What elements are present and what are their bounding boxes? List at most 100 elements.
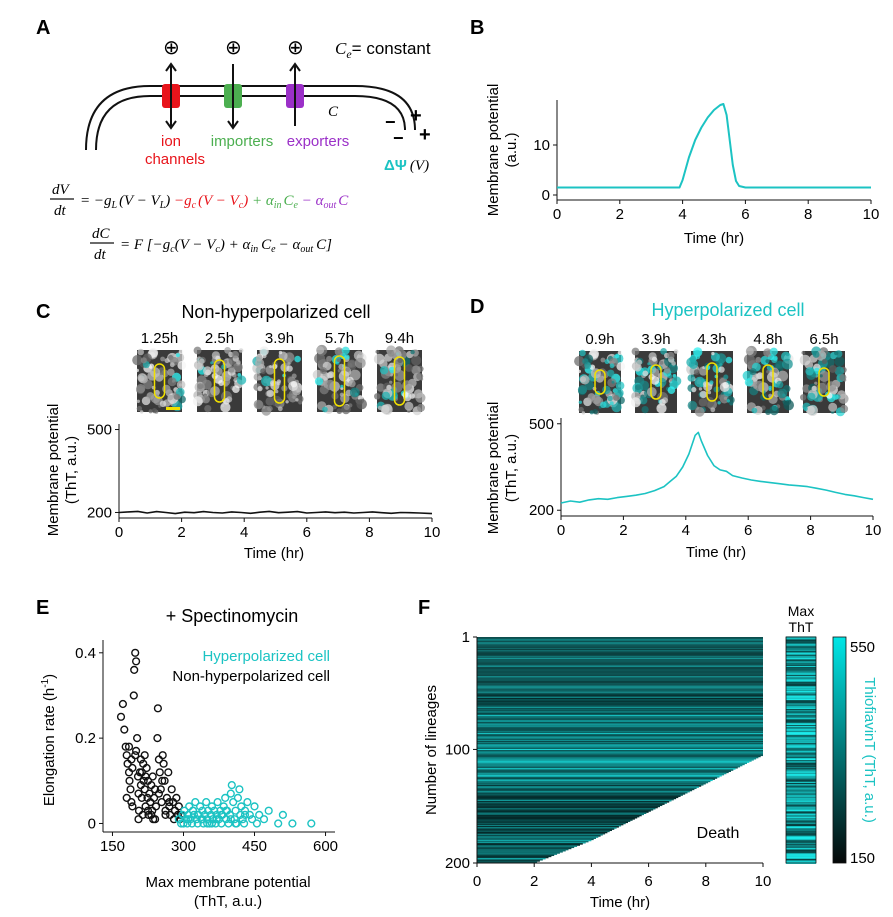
cell-outline	[706, 362, 718, 402]
scatter-point	[137, 768, 146, 777]
scatter-point	[179, 819, 188, 828]
heatmap-row	[477, 659, 763, 661]
heatmap-row	[477, 732, 763, 735]
max-tht-label-1: Max	[788, 603, 814, 619]
panel-d-image-strip: 0.9h 3.9h 4.3h 4.8h 6.5h	[574, 331, 849, 417]
texture-speck	[337, 368, 342, 373]
texture-speck	[260, 368, 266, 375]
max-tht-cell	[786, 814, 816, 817]
heatmap-row	[477, 750, 763, 752]
max-tht-cell	[786, 838, 816, 841]
heatmap-row	[477, 663, 763, 666]
max-tht-cell	[786, 809, 816, 811]
texture-speck	[698, 387, 703, 391]
texture-speck	[609, 363, 615, 369]
x-tick-label: 10	[865, 522, 882, 539]
heatmap-row	[477, 727, 763, 729]
tht-trace-line	[560, 431, 874, 504]
max-tht-cell	[786, 737, 816, 740]
scatter-point	[226, 815, 235, 824]
heatmap-row	[477, 852, 560, 854]
texture-speck	[611, 380, 615, 384]
scatter-point	[210, 806, 219, 815]
scatter-point	[145, 789, 154, 798]
max-tht-cell	[786, 802, 816, 804]
heatmap-row	[477, 812, 647, 814]
heatmap-row	[477, 792, 688, 794]
scatter-point	[238, 815, 247, 824]
eq1-frac-num: dV	[52, 182, 71, 198]
heatmap-row	[477, 650, 763, 652]
scatter-point	[227, 780, 236, 790]
scatter-point	[121, 742, 130, 751]
heatmap-row	[477, 788, 695, 791]
max-tht-cell	[786, 688, 816, 691]
heatmap-row	[477, 696, 763, 699]
x-tick-label: 10	[755, 873, 772, 890]
heatmap-row	[477, 710, 763, 712]
max-tht-cell	[786, 762, 816, 765]
scatter-point	[137, 793, 146, 803]
max-tht-cell	[786, 770, 816, 772]
heatmap-row	[477, 836, 599, 838]
texture-speck	[807, 392, 816, 401]
texture-speck	[772, 355, 778, 361]
x-tick-label: 2	[177, 524, 185, 541]
scatter-point	[278, 810, 288, 820]
x-tick-label: 2	[616, 206, 624, 223]
minus-sign-1: −	[385, 112, 396, 132]
texture-speck	[261, 375, 272, 387]
panel-e-xlabel-1: Max membrane potential	[145, 874, 310, 891]
scatter-point	[167, 785, 176, 794]
texture-speck	[210, 361, 214, 365]
max-tht-cell	[786, 654, 816, 657]
heatmap-row	[477, 705, 763, 708]
y-tick-label: 0.4	[75, 645, 96, 662]
heatmap-row	[477, 680, 763, 683]
heatmap-row	[477, 731, 763, 734]
scatter-point	[153, 733, 162, 743]
texture-speck	[726, 399, 730, 403]
texture-speck	[745, 347, 754, 356]
texture-speck	[199, 358, 205, 365]
max-tht-cell	[786, 797, 816, 800]
y-tick-label: 200	[445, 855, 470, 872]
texture-speck	[261, 405, 272, 416]
texture-speck	[840, 404, 849, 413]
y-tick-label: 200	[529, 502, 554, 519]
texture-speck	[647, 362, 651, 366]
y-tick-label: 0	[542, 187, 550, 204]
heatmap-row	[477, 769, 734, 771]
max-tht-cell	[786, 673, 816, 676]
heatmap-row	[477, 763, 745, 766]
heatmap-row	[477, 740, 763, 743]
heatmap-row	[477, 717, 763, 719]
texture-speck	[338, 363, 345, 370]
scatter-point	[125, 776, 134, 785]
heatmap-row	[477, 835, 601, 837]
heatmap-row	[477, 793, 686, 795]
texture-speck	[402, 380, 413, 391]
texture-speck	[616, 362, 626, 371]
heatmap-row	[477, 822, 626, 825]
heatmap-row	[477, 821, 628, 824]
max-tht-cell	[786, 660, 816, 662]
texture-speck	[689, 356, 697, 363]
max-tht-cell	[786, 731, 816, 734]
max-tht-cell	[786, 661, 816, 663]
max-tht-cell	[786, 663, 816, 666]
max-tht-cell	[786, 732, 816, 735]
scatter-point	[139, 776, 148, 785]
max-tht-cell	[786, 780, 816, 783]
heatmap-row	[477, 643, 763, 645]
max-tht-cell	[786, 844, 816, 846]
x-tick-label: 6	[644, 873, 652, 890]
x-tick-label: 4	[240, 524, 248, 541]
heatmap-row	[477, 819, 633, 821]
texture-speck	[582, 358, 589, 365]
heatmap-row	[477, 676, 763, 678]
max-tht-cell	[786, 841, 816, 844]
x-tick-label: 0	[557, 522, 565, 539]
max-tht-cell	[786, 751, 816, 753]
